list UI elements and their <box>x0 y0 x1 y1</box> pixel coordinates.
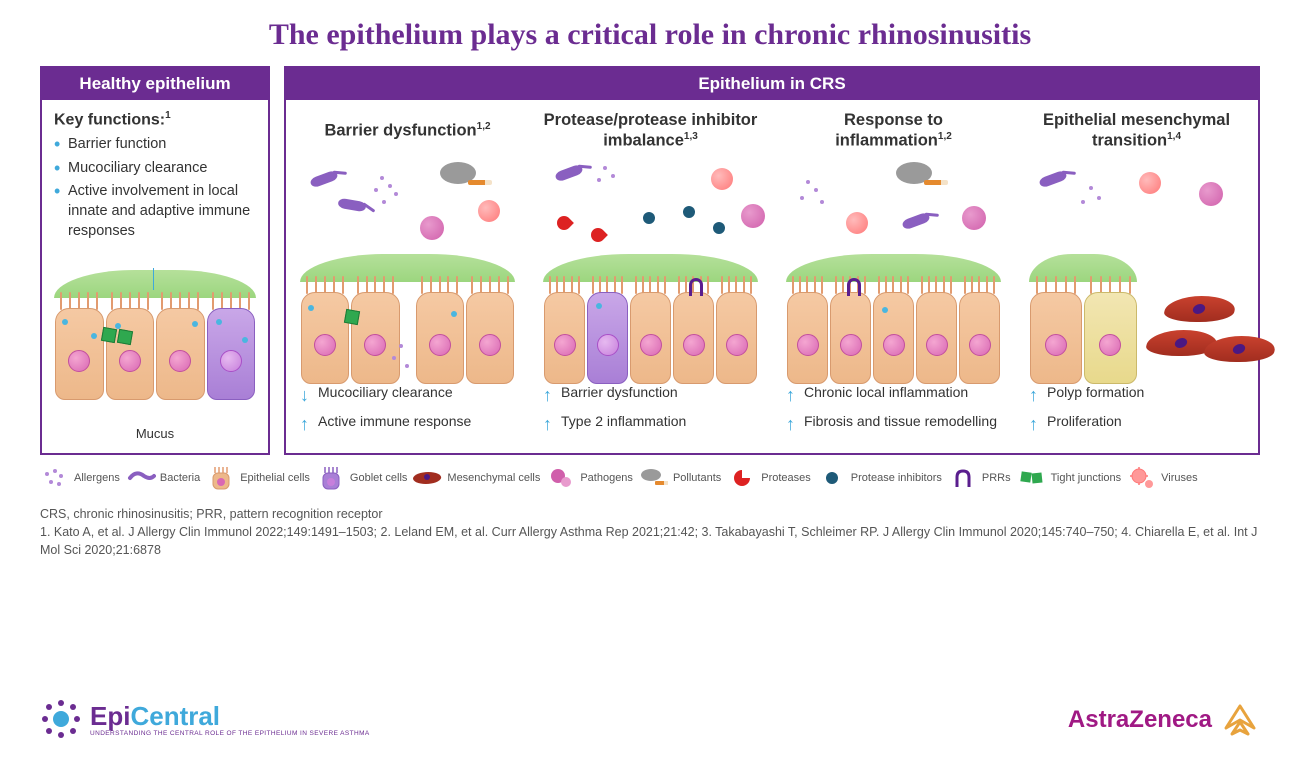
kf-title-text: Key functions: <box>54 111 165 128</box>
panel-crs: Epithelium in CRS Barrier dysfunction1,2 <box>284 66 1260 455</box>
particles-zone <box>1029 156 1244 254</box>
legend-label: Proteases <box>761 472 811 484</box>
legend-label: Epithelial cells <box>240 472 310 484</box>
panel-header-crs: Epithelium in CRS <box>286 68 1258 100</box>
outcomes: ↑Barrier dysfunction ↑Type 2 inflammatio… <box>543 384 758 441</box>
outcome-text: Type 2 inflammation <box>561 413 686 431</box>
crs-col-protease: Protease/protease inhibitor imbalance1,3 <box>529 100 772 453</box>
logo-text: Epi <box>90 701 130 731</box>
legend-item: Tight junctions <box>1017 465 1122 491</box>
epicentral-icon <box>40 698 82 740</box>
tissue <box>543 254 758 374</box>
logo-text: Central <box>130 701 220 731</box>
legend-item: Allergens <box>40 465 120 491</box>
panel-header-healthy: Healthy epithelium <box>42 68 268 100</box>
legend-label: Tight junctions <box>1051 472 1122 484</box>
mucus-label: Mucus <box>54 426 256 441</box>
outcome-text: Polyp formation <box>1047 384 1144 402</box>
legend: Allergens Bacteria Epithelial cells Goblet … <box>40 465 1260 491</box>
up-arrow-icon: ↑ <box>1029 384 1047 407</box>
col-title: Barrier dysfunction1,2 <box>300 110 515 152</box>
outcomes: ↑Polyp formation ↑Proliferation <box>1029 384 1244 441</box>
legend-label: Bacteria <box>160 472 200 484</box>
panel-healthy: Healthy epithelium Key functions:1 Barri… <box>40 66 270 455</box>
key-functions-title: Key functions:1 <box>54 110 256 129</box>
legend-label: PRRs <box>982 472 1011 484</box>
crs-col-barrier: Barrier dysfunction1,2 <box>286 100 529 453</box>
legend-label: Pollutants <box>673 472 721 484</box>
astrazeneca-logo: AstraZeneca <box>1068 700 1260 740</box>
legend-item: Proteases <box>727 465 811 491</box>
refs-text: 1. Kato A, et al. J Allergy Clin Immunol… <box>40 523 1260 559</box>
legend-label: Goblet cells <box>350 472 407 484</box>
kf-item: Barrier function <box>54 135 256 155</box>
up-arrow-icon: ↑ <box>786 413 804 436</box>
legend-item: Epithelial cells <box>206 465 310 491</box>
legend-item: Protease inhibitors <box>817 465 942 491</box>
legend-label: Allergens <box>74 472 120 484</box>
particles-zone <box>300 156 515 254</box>
crs-col-inflammation: Response to inflammation1,2 <box>772 100 1015 453</box>
logo-subtext: UNDERSTANDING THE CENTRAL ROLE OF THE EP… <box>90 730 370 737</box>
legend-item: Pathogens <box>546 465 633 491</box>
legend-item: Viruses <box>1127 465 1197 491</box>
col-title: Protease/protease inhibitor imbalance1,3 <box>543 110 758 152</box>
tissue <box>1029 254 1244 374</box>
crs-col-emt: Epithelial mesenchymal transition1,4 <box>1015 100 1258 453</box>
particles-zone <box>786 156 1001 254</box>
up-arrow-icon: ↑ <box>300 413 318 436</box>
outcome-text: Fibrosis and tissue remodelling <box>804 413 997 431</box>
legend-label: Viruses <box>1161 472 1197 484</box>
epicentral-logo: EpiCentral UNDERSTANDING THE CENTRAL ROL… <box>40 698 370 740</box>
up-arrow-icon: ↑ <box>786 384 804 407</box>
outcome-text: Chronic local inflammation <box>804 384 968 402</box>
outcome-text: Barrier dysfunction <box>561 384 678 402</box>
panels: Healthy epithelium Key functions:1 Barri… <box>40 66 1260 455</box>
healthy-tissue <box>54 270 256 420</box>
up-arrow-icon: ↑ <box>543 384 561 407</box>
outcome-text: Proliferation <box>1047 413 1122 431</box>
up-arrow-icon: ↑ <box>1029 413 1047 436</box>
kf-sup: 1 <box>165 110 171 121</box>
key-functions-list: Barrier function Mucociliary clearance A… <box>54 135 256 245</box>
legend-item: Goblet cells <box>316 465 407 491</box>
page-title: The epithelium plays a critical role in … <box>40 18 1260 52</box>
crs-columns: Barrier dysfunction1,2 <box>286 100 1258 453</box>
legend-item: Bacteria <box>126 465 200 491</box>
kf-item: Mucociliary clearance <box>54 159 256 179</box>
tissue <box>300 254 515 374</box>
outcome-text: Mucociliary clearance <box>318 384 453 402</box>
legend-label: Protease inhibitors <box>851 472 942 484</box>
outcomes: ↓Mucociliary clearance ↑Active immune re… <box>300 384 515 441</box>
abbrev-text: CRS, chronic rhinosinusitis; PRR, patter… <box>40 505 1260 523</box>
outcome-text: Active immune response <box>318 413 471 431</box>
footer-text: CRS, chronic rhinosinusitis; PRR, patter… <box>40 505 1260 559</box>
particles-zone <box>543 156 758 254</box>
logo-bar: EpiCentral UNDERSTANDING THE CENTRAL ROL… <box>40 698 1260 740</box>
legend-label: Mesenchymal cells <box>447 472 540 484</box>
kf-item: Active involvement in local innate and a… <box>54 182 256 241</box>
legend-label: Pathogens <box>580 472 633 484</box>
col-title: Epithelial mesenchymal transition1,4 <box>1029 110 1244 152</box>
astrazeneca-icon <box>1220 700 1260 740</box>
legend-item: Mesenchymal cells <box>413 465 540 491</box>
outcomes: ↑Chronic local inflammation ↑Fibrosis an… <box>786 384 1001 441</box>
legend-item: Pollutants <box>639 465 721 491</box>
legend-item: PRRs <box>948 465 1011 491</box>
col-title: Response to inflammation1,2 <box>786 110 1001 152</box>
down-arrow-icon: ↓ <box>300 384 318 407</box>
tissue <box>786 254 1001 374</box>
up-arrow-icon: ↑ <box>543 413 561 436</box>
logo-text: AstraZeneca <box>1068 706 1212 734</box>
